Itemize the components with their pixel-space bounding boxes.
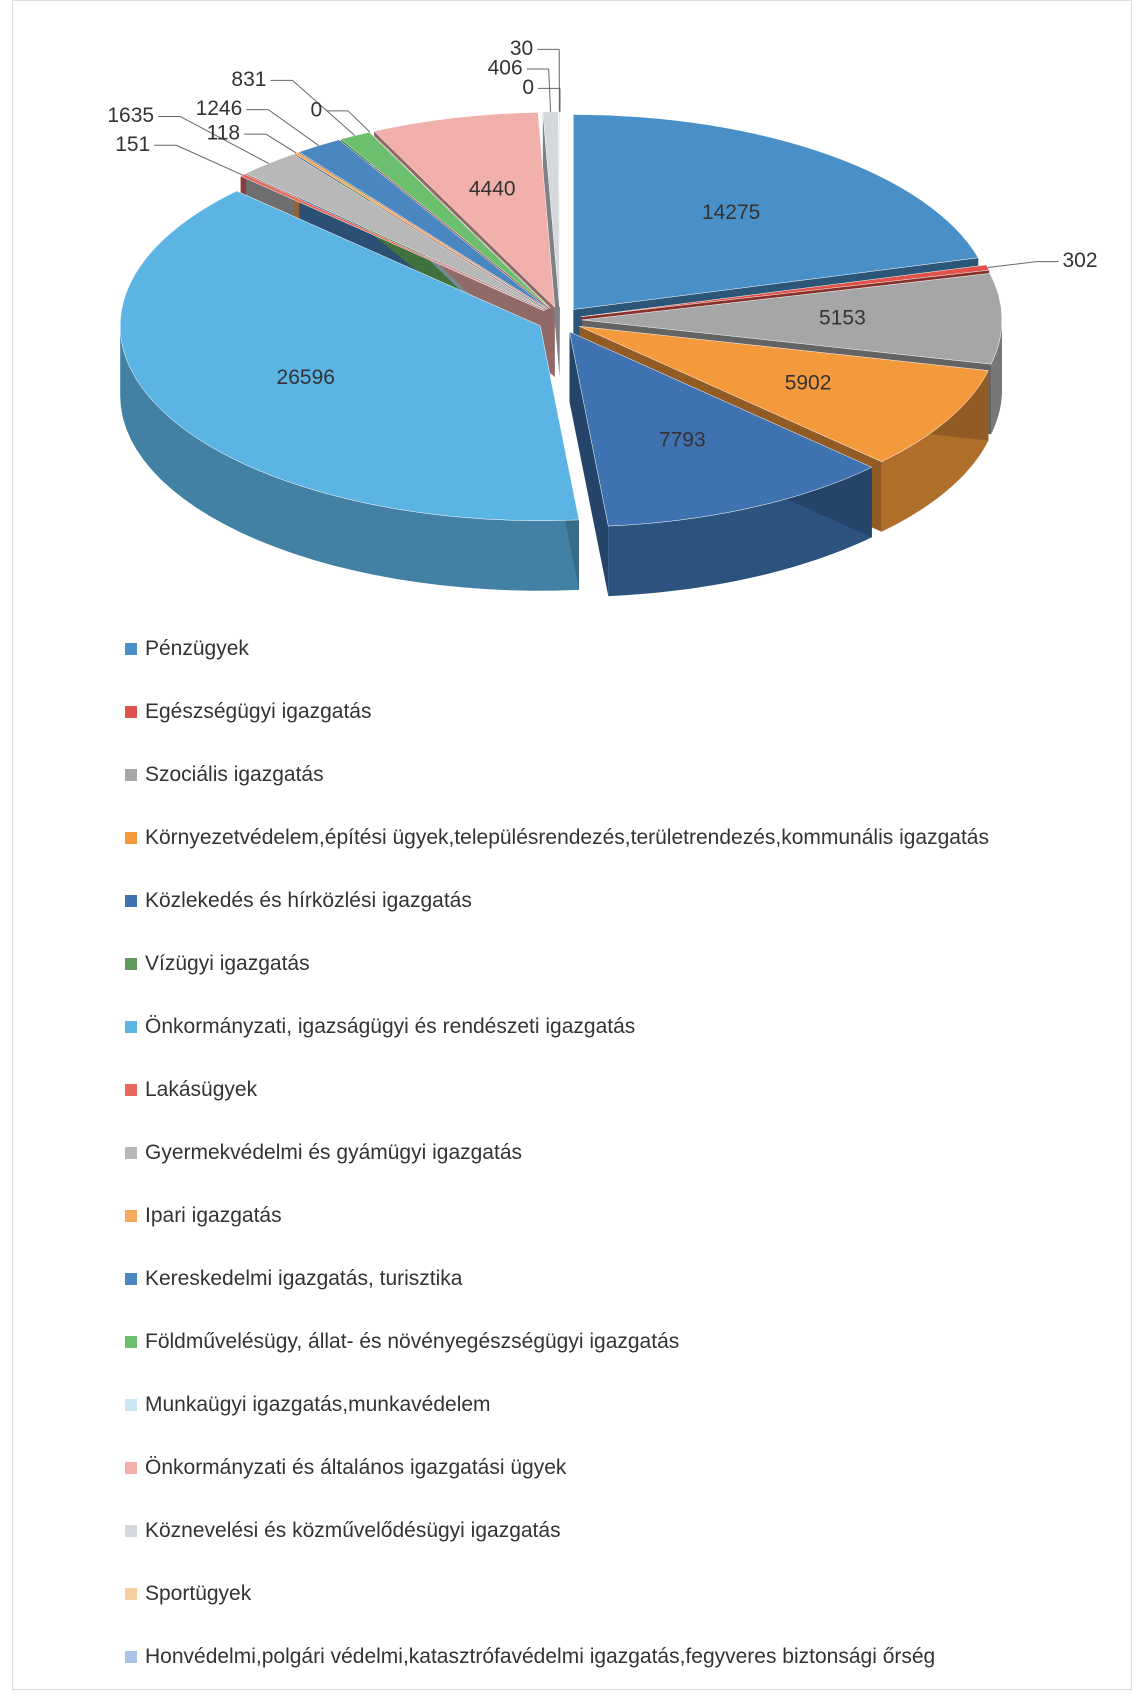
legend-item: Földművelésügy, állat- és növényegészség… bbox=[125, 1329, 1045, 1355]
slice bbox=[581, 264, 990, 317]
legend-swatch bbox=[125, 706, 137, 718]
leader-line bbox=[265, 133, 297, 154]
slice-side bbox=[120, 325, 579, 591]
data-label: 5153 bbox=[819, 307, 866, 330]
data-label: 151 bbox=[115, 133, 150, 156]
slice-wall bbox=[569, 331, 609, 597]
slice bbox=[542, 111, 560, 307]
slice bbox=[569, 331, 873, 527]
legend-swatch bbox=[125, 1525, 137, 1537]
legend-item: Szociális igazgatás bbox=[125, 762, 1045, 788]
data-label: 5902 bbox=[785, 372, 832, 395]
frame bbox=[12, 0, 1132, 1690]
legend-label: Önkormányzati és általános igazgatási üg… bbox=[145, 1456, 567, 1479]
data-label: 118 bbox=[207, 122, 240, 145]
data-label: 406 bbox=[488, 57, 523, 80]
legend-swatch bbox=[125, 1084, 137, 1096]
data-label: 4440 bbox=[469, 177, 516, 200]
legend-label: Gyermekvédelmi és gyámügyi igazgatás bbox=[145, 1141, 522, 1164]
slice bbox=[373, 112, 556, 308]
legend-item: Vízügyi igazgatás bbox=[125, 951, 1045, 977]
legend-swatch bbox=[125, 1462, 137, 1474]
legend-swatch bbox=[125, 1210, 137, 1222]
data-label: 30 bbox=[510, 37, 533, 60]
legend-label: Munkaügyi igazgatás,munkavédelem bbox=[145, 1393, 491, 1416]
leader-line bbox=[176, 144, 243, 176]
leader-line bbox=[987, 261, 1037, 269]
legend-item: Közlekedés és hírközlési igazgatás bbox=[125, 888, 1045, 914]
legend-item: Önkormányzati és általános igazgatási üg… bbox=[125, 1455, 1045, 1481]
data-label: 0 bbox=[522, 76, 534, 99]
slice bbox=[245, 153, 546, 311]
legend-swatch bbox=[125, 832, 137, 844]
data-label: 14275 bbox=[702, 201, 760, 224]
legend-item: Munkaügyi igazgatás,munkavédelem bbox=[125, 1392, 1045, 1418]
legend-label: Környezetvédelem,építési ügyek,település… bbox=[145, 826, 989, 849]
legend-label: Honvédelmi,polgári védelmi,katasztrófavé… bbox=[145, 1645, 936, 1668]
legend-label: Sportügyek bbox=[145, 1582, 252, 1605]
legend-swatch bbox=[125, 1021, 137, 1033]
legend-label: Közlekedés és hírközlési igazgatás bbox=[145, 889, 472, 912]
slice bbox=[579, 326, 989, 462]
legend-label: Kereskedelmi igazgatás, turisztika bbox=[145, 1267, 463, 1290]
legend-label: Egészségügyi igazgatás bbox=[145, 700, 372, 723]
legend-swatch bbox=[125, 958, 137, 970]
legend-item: Önkormányzati, igazságügyi és rendészeti… bbox=[125, 1014, 1045, 1040]
legend-swatch bbox=[125, 895, 137, 907]
slice bbox=[573, 114, 979, 310]
data-label: 1246 bbox=[196, 97, 243, 120]
legend-swatch bbox=[125, 1147, 137, 1159]
legend-item: Pénzügyek bbox=[125, 636, 1045, 662]
legend-item: Ipari igazgatás bbox=[125, 1203, 1045, 1229]
data-label: 7793 bbox=[659, 428, 706, 451]
legend-item: Gyermekvédelmi és gyámügyi igazgatás bbox=[125, 1140, 1045, 1166]
legend-label: Köznevelési és közművelődésügyi igazgatá… bbox=[145, 1519, 561, 1542]
legend-swatch bbox=[125, 769, 137, 781]
legend-label: Pénzügyek bbox=[145, 637, 249, 660]
slice bbox=[119, 190, 580, 521]
leader-line bbox=[292, 79, 356, 136]
data-label: 0 bbox=[310, 98, 322, 121]
legend-item: Kereskedelmi igazgatás, turisztika bbox=[125, 1266, 1045, 1292]
leader-line bbox=[548, 68, 552, 112]
legend-swatch bbox=[125, 1336, 137, 1348]
slice bbox=[293, 152, 548, 310]
legend-item: Köznevelési és közművelődésügyi igazgatá… bbox=[125, 1518, 1045, 1544]
data-label: 302 bbox=[1062, 249, 1097, 272]
slice-side bbox=[991, 319, 1002, 435]
legend-label: Földművelésügy, állat- és növényegészség… bbox=[145, 1330, 680, 1353]
slice-wall bbox=[542, 111, 560, 377]
legend-item: Honvédelmi,polgári védelmi,katasztrófavé… bbox=[125, 1644, 1045, 1670]
legend-swatch bbox=[125, 1588, 137, 1600]
legend-item: Lakásügyek bbox=[125, 1077, 1045, 1103]
leader-line bbox=[179, 116, 269, 164]
legend-item: Sportügyek bbox=[125, 1581, 1045, 1607]
legend-label: Szociális igazgatás bbox=[145, 763, 324, 786]
slice bbox=[581, 273, 1003, 365]
legend-swatch bbox=[125, 1273, 137, 1285]
legend-item: Környezetvédelem,építési ügyek,település… bbox=[125, 825, 1045, 851]
legend-swatch bbox=[125, 1399, 137, 1411]
leader-line bbox=[347, 110, 371, 133]
slice bbox=[240, 173, 545, 312]
legend-label: Vízügyi igazgatás bbox=[145, 952, 310, 975]
legend-item: Egészségügyi igazgatás bbox=[125, 699, 1045, 725]
leader-line bbox=[267, 109, 320, 146]
legend-swatch bbox=[125, 1651, 137, 1663]
data-label: 26596 bbox=[277, 366, 335, 389]
legend-label: Ipari igazgatás bbox=[145, 1204, 282, 1227]
legend-label: Önkormányzati, igazságügyi és rendészeti… bbox=[145, 1015, 636, 1038]
legend-swatch bbox=[125, 643, 137, 655]
legend-label: Lakásügyek bbox=[145, 1078, 258, 1101]
data-label: 831 bbox=[231, 68, 266, 91]
data-label: 1635 bbox=[107, 104, 154, 127]
